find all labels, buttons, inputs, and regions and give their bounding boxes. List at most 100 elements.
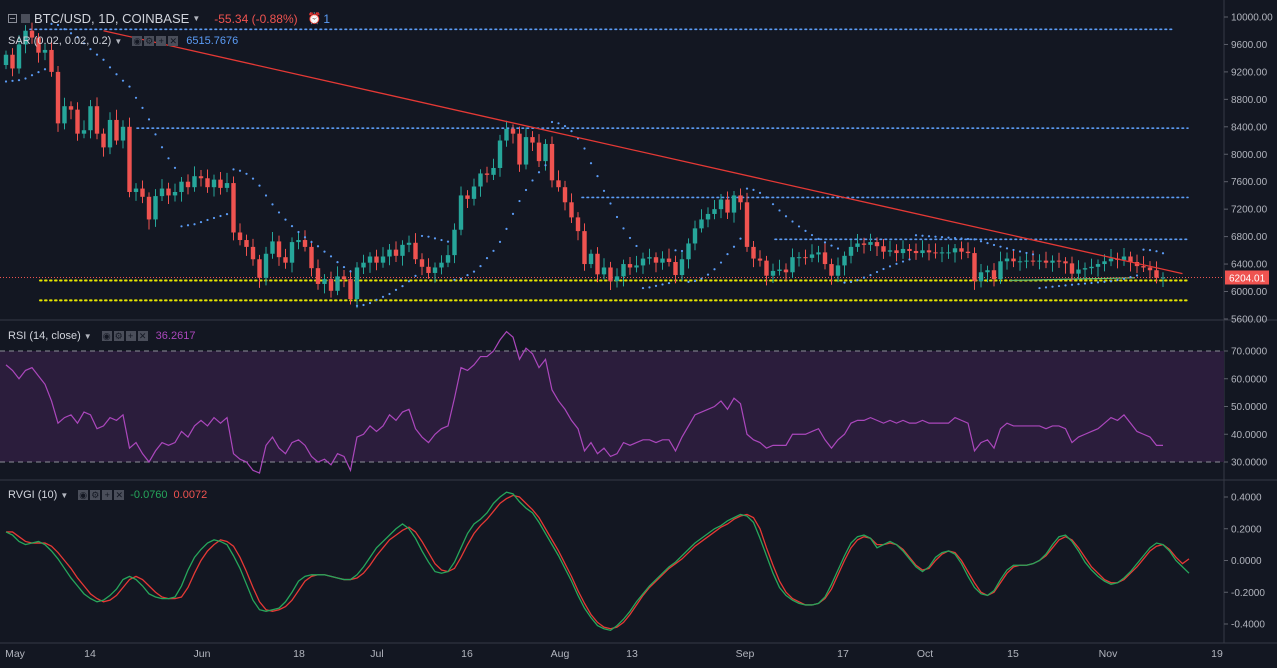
indicator-controls: ◉ ⚙ + ✕ <box>101 331 148 341</box>
settings-icon[interactable]: ⚙ <box>90 490 101 500</box>
candle-body <box>894 250 899 254</box>
candle-body <box>556 180 561 188</box>
close-icon[interactable]: ✕ <box>137 331 148 341</box>
visibility-icon[interactable]: ◉ <box>78 490 89 500</box>
candle-body <box>465 195 470 199</box>
sar-dot <box>622 227 625 230</box>
rsi-label[interactable]: RSI (14, close) <box>8 330 81 342</box>
settings-icon[interactable]: ⚙ <box>113 331 124 341</box>
chevron-down-icon[interactable]: ▼ <box>60 490 69 500</box>
candle-body <box>790 257 795 273</box>
rvgi-signal-value: 0.0072 <box>173 489 208 501</box>
sar-dot <box>193 223 196 226</box>
candle-body <box>1050 260 1055 263</box>
sar-dot <box>290 225 294 228</box>
alarm-icon[interactable]: ⏰ <box>307 13 322 25</box>
time-tick-label: Nov <box>1099 648 1118 660</box>
close-icon[interactable]: ✕ <box>168 36 179 46</box>
price-tick-label: 9600.00 <box>1231 40 1268 51</box>
candle-body <box>920 250 925 254</box>
sar-dot <box>609 202 612 205</box>
candle-body <box>829 264 834 276</box>
candle-body <box>660 258 665 263</box>
candle-body <box>250 246 256 260</box>
candle-body <box>127 126 132 192</box>
sar-dot <box>570 130 573 133</box>
time-tick-label: 19 <box>1211 648 1223 660</box>
sar-dot <box>648 286 651 289</box>
candle-body <box>692 228 698 244</box>
sar-dot <box>316 245 320 248</box>
chevron-down-icon[interactable]: ▼ <box>114 36 123 46</box>
candle-body <box>452 229 457 256</box>
candle-body <box>868 242 873 245</box>
add-icon[interactable]: + <box>125 331 136 341</box>
sar-dot <box>446 240 450 243</box>
visibility-icon[interactable]: ◉ <box>132 36 143 46</box>
time-tick-label: Jul <box>370 648 383 660</box>
candle-body <box>608 267 613 282</box>
sar-dot <box>141 106 144 110</box>
sar-dot <box>4 80 8 83</box>
sar-dot <box>765 196 768 199</box>
candle-body <box>1043 260 1049 263</box>
candle-body <box>68 106 74 110</box>
close-icon[interactable]: ✕ <box>114 490 125 500</box>
rvgi-tick-label: -0.4000 <box>1231 620 1265 631</box>
settings-icon[interactable]: ⚙ <box>144 36 155 46</box>
chevron-down-icon[interactable]: ▼ <box>83 331 92 341</box>
sar-dot <box>238 169 242 172</box>
sar-dot <box>251 177 255 180</box>
candle-body <box>315 268 321 284</box>
visibility-icon[interactable]: ◉ <box>101 331 112 341</box>
sar-dot <box>654 284 658 287</box>
add-icon[interactable]: + <box>156 36 167 46</box>
candle-body <box>751 246 756 259</box>
sar-dot <box>661 283 664 286</box>
rvgi-label[interactable]: RVGI (10) <box>8 489 58 501</box>
candle-body <box>471 186 477 199</box>
candle-body <box>647 257 652 259</box>
chevron-down-icon[interactable]: ▼ <box>192 14 201 23</box>
sar-dot <box>1090 281 1093 285</box>
sar-dot <box>518 199 521 203</box>
sar-dot <box>492 249 495 252</box>
candle-body <box>10 54 15 69</box>
candle-body <box>153 196 158 220</box>
symbol-title[interactable]: BTC/USD, 1D, COINBASE <box>34 11 190 26</box>
sar-dot <box>596 175 599 178</box>
candle-body <box>712 209 717 214</box>
sar-dot <box>342 265 346 269</box>
candle-body <box>1076 269 1081 274</box>
time-tick-label: May <box>5 648 26 660</box>
sar-dot <box>960 237 963 240</box>
candle-body <box>36 37 41 53</box>
candle-body <box>926 250 932 253</box>
rsi-tick-label: 50.0000 <box>1231 402 1268 413</box>
rvgi-tick-label: -0.2000 <box>1231 588 1265 599</box>
sar-dot <box>1031 253 1035 256</box>
sar-dot <box>875 270 879 274</box>
sar-dot <box>1148 249 1152 252</box>
sar-label[interactable]: SAR (0.02, 0.02, 0.2) <box>8 35 112 47</box>
candle-body <box>998 261 1003 280</box>
candle-body <box>114 119 119 141</box>
sar-dot <box>537 171 541 174</box>
candle-body <box>55 71 61 124</box>
collapse-icon[interactable] <box>8 14 17 23</box>
sar-dot <box>498 240 502 243</box>
sar-dot <box>934 235 937 238</box>
candle-body <box>913 251 919 254</box>
candle-body <box>523 137 529 165</box>
candle-body <box>75 109 80 134</box>
candle-body <box>803 257 808 259</box>
candle-body <box>1141 266 1146 268</box>
candle-body <box>536 142 542 162</box>
sar-dot <box>284 218 287 221</box>
candle-body <box>1037 260 1042 262</box>
sar-dot <box>830 244 833 247</box>
add-icon[interactable]: + <box>102 490 113 500</box>
candle-body <box>29 30 35 38</box>
